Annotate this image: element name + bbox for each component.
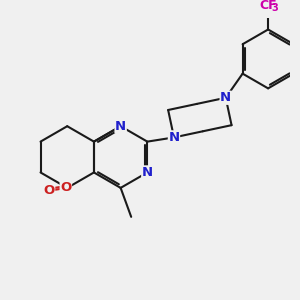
Text: N: N bbox=[115, 120, 126, 133]
Text: N: N bbox=[220, 91, 231, 104]
Text: O: O bbox=[60, 182, 71, 194]
Text: N: N bbox=[168, 131, 179, 144]
Text: CF: CF bbox=[259, 0, 277, 12]
Text: N: N bbox=[142, 166, 153, 179]
Text: O: O bbox=[44, 184, 55, 197]
Text: 3: 3 bbox=[271, 3, 278, 13]
